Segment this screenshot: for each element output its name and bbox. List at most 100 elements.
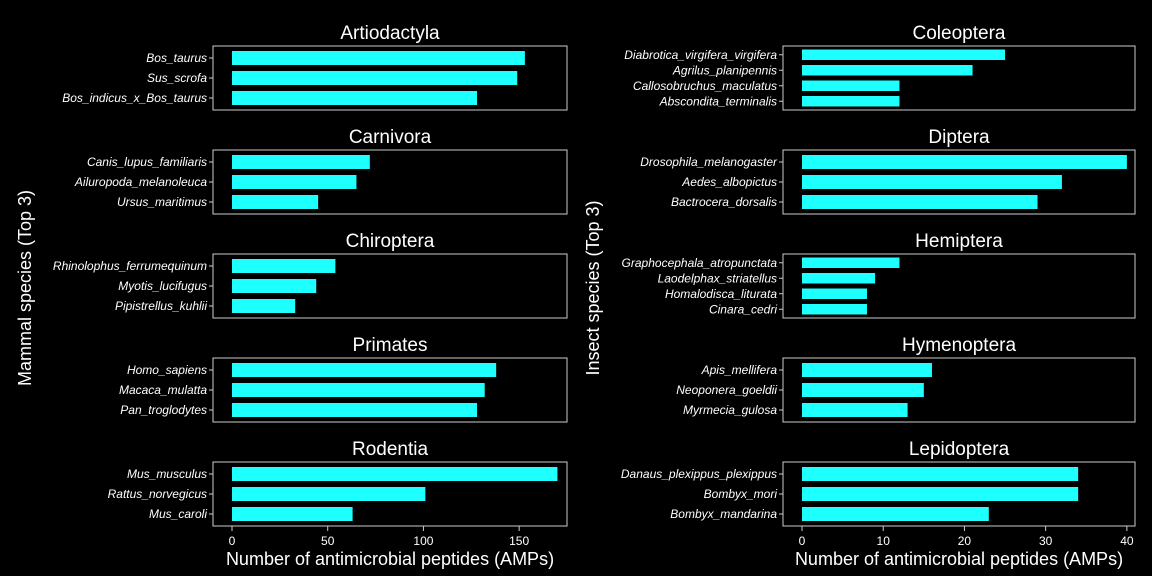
category-label: Aedes_albopictus	[681, 175, 777, 189]
category-label: Neoponera_goeldii	[676, 383, 777, 397]
bar	[232, 259, 336, 273]
facet-diptera: Diptera Drosophila_melanogaster Aedes_albo…	[640, 127, 1136, 215]
facet-carnivora: Carnivora Canis_lupus_familiaris Ailuropod…	[74, 127, 568, 215]
facet-hymenoptera: Hymenoptera Apis_mellifera Neoponera_goeld…	[676, 335, 1136, 423]
bar	[802, 195, 1038, 209]
facet-primates: Primates Homo_sapiens Macaca_mulatta Pan_tr…	[119, 335, 568, 423]
bar	[802, 467, 1079, 481]
category-label: Pan_troglodytes	[120, 403, 207, 417]
x-tick-label: 150	[509, 534, 529, 548]
x-tick-label: 40	[1120, 534, 1134, 548]
bar	[232, 487, 426, 501]
category-label: Homo_sapiens	[127, 363, 207, 377]
category-label: Cinara_cedri	[709, 302, 777, 316]
category-label: Abscondita_terminalis	[659, 94, 777, 108]
bar	[232, 299, 296, 313]
bar	[802, 304, 867, 315]
bar	[232, 155, 370, 169]
category-label: Graphocephala_atropunctata	[622, 256, 778, 270]
category-label: Bombyx_mori	[704, 487, 778, 501]
facet-coleoptera: Coleoptera Diabrotica_virgifera_virgifera…	[624, 23, 1136, 111]
category-label: Ailuropoda_melanoleuca	[74, 175, 207, 189]
facet-artiodactyla: Artiodactyla Bos_taurus Sus_scrofa Bos_indi…	[62, 23, 568, 111]
facet-title: Primates	[353, 335, 428, 356]
y-axis-label: Mammal species (Top 3)	[15, 190, 35, 386]
bar	[802, 288, 867, 299]
facet-hemiptera: Hemiptera Graphocephala_atropunctataLaode…	[622, 231, 1136, 319]
bar	[232, 467, 558, 481]
category-label: Apis_mellifera	[701, 363, 778, 377]
facet-title: Hemiptera	[915, 231, 1003, 252]
x-tick-label: 50	[321, 534, 335, 548]
category-label: Pipistrellus_kuhlii	[115, 299, 207, 313]
panel-insect: Coleoptera Diabrotica_virgifera_virgifera…	[583, 23, 1136, 569]
category-label: Sus_scrofa	[147, 71, 207, 85]
bar	[232, 91, 478, 105]
panel-mammal: Artiodactyla Bos_taurus Sus_scrofa Bos_indi…	[15, 23, 568, 569]
x-tick-label: 20	[958, 534, 972, 548]
category-label: Bactrocera_dorsalis	[671, 195, 777, 209]
x-tick-label: 30	[1039, 534, 1053, 548]
bar	[232, 383, 485, 397]
bar	[802, 507, 989, 521]
bar	[802, 65, 973, 76]
x-tick-label: 0	[799, 534, 806, 548]
bar	[802, 155, 1127, 169]
bar	[802, 80, 900, 91]
facet-title: Hymenoptera	[902, 335, 1016, 356]
category-label: Callosobruchus_maculatus	[633, 79, 777, 93]
facet-title: Coleoptera	[913, 23, 1006, 44]
facet-title: Artiodactyla	[340, 23, 440, 44]
category-label: Bombyx_mandarina	[670, 507, 777, 521]
x-axis-label: Number of antimicrobial peptides (AMPs)	[226, 549, 554, 569]
category-label: Macaca_mulatta	[119, 383, 207, 397]
bar	[232, 175, 357, 189]
category-label: Mus_caroli	[149, 507, 207, 521]
category-label: Bos_indicus_x_Bos_taurus	[62, 91, 207, 105]
category-label: Agrilus_planipennis	[672, 63, 777, 77]
x-tick-label: 0	[229, 534, 236, 548]
facet-title: Chiroptera	[346, 231, 435, 252]
category-label: Bos_taurus	[146, 51, 207, 65]
category-label: Ursus_maritimus	[117, 195, 207, 209]
bar	[232, 279, 317, 293]
bar	[802, 383, 924, 397]
category-label: Myrmecia_gulosa	[683, 403, 777, 417]
category-label: Rhinolophus_ferrumequinum	[53, 259, 207, 273]
category-label: Danaus_plexippus_plexippus	[621, 467, 777, 481]
facet-title: Lepidoptera	[909, 439, 1010, 460]
facet-chiroptera: Chiroptera Rhinolophus_ferrumequinum Myoti…	[53, 231, 568, 319]
bar	[232, 51, 525, 65]
category-label: Laodelphax_striatellus	[658, 271, 777, 285]
facet-rodentia: Rodentia Mus_musculus Rattus_norvegicus Mus…	[108, 439, 568, 527]
bar	[802, 273, 876, 284]
category-label: Drosophila_melanogaster	[640, 155, 778, 169]
bar	[802, 257, 900, 268]
bar	[802, 403, 908, 417]
bar	[232, 403, 478, 417]
bar	[232, 363, 497, 377]
y-axis-label: Insect species (Top 3)	[583, 200, 603, 375]
bar	[232, 71, 518, 85]
bar	[802, 487, 1079, 501]
category-label: Canis_lupus_familiaris	[87, 155, 207, 169]
facet-title: Diptera	[928, 127, 990, 148]
category-label: Rattus_norvegicus	[108, 487, 207, 501]
facet-title: Carnivora	[349, 127, 432, 148]
category-label: Myotis_lucifugus	[118, 279, 207, 293]
bar	[802, 96, 900, 107]
bar	[232, 195, 319, 209]
bar	[232, 507, 353, 521]
facet-frame	[782, 253, 1136, 319]
bar	[802, 49, 1006, 60]
x-axis-label: Number of antimicrobial peptides (AMPs)	[795, 549, 1123, 569]
facet-lepidoptera: Lepidoptera Danaus_plexippus_plexippus Bom…	[621, 439, 1136, 527]
x-tick-label: 10	[877, 534, 891, 548]
facet-title: Rodentia	[352, 439, 428, 460]
category-label: Diabrotica_virgifera_virgifera	[624, 48, 777, 62]
facet-frame	[782, 45, 1136, 111]
category-label: Mus_musculus	[127, 467, 207, 481]
x-tick-label: 100	[413, 534, 433, 548]
bar	[802, 363, 932, 377]
